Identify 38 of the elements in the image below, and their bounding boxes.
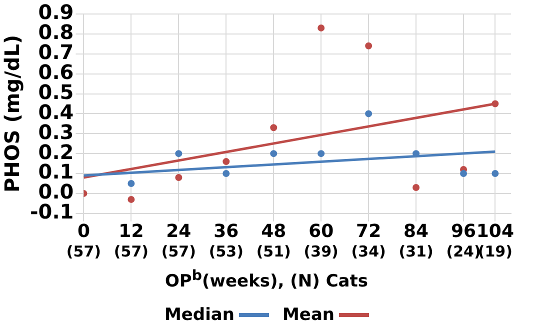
point [270,150,278,158]
point [222,158,230,166]
x-tick-label: 72 [356,220,382,242]
text: (31) [398,242,434,260]
x-tick-label: 96 [450,220,476,242]
point [222,170,230,178]
point [412,184,420,191]
text: (39) [304,242,338,260]
point [318,24,325,32]
y-axis-title: PHOS (mg/dL) [0,34,24,192]
point [175,174,182,182]
point [175,150,182,158]
text: (34) [351,242,386,260]
point [128,196,135,203]
point [365,110,372,118]
x-axis-title: OP$^{b}$(weeks), (N) Cats [164,268,370,292]
x-tick-label: 104 [476,220,514,242]
text: (51) [256,242,291,260]
legend-label: Mean [282,305,335,325]
point [492,170,499,178]
text: (57) [114,242,148,260]
point [492,100,499,108]
x-tick-label: 60 [308,220,334,242]
text: (57) [161,242,196,260]
x-tick-label: 36 [214,220,239,242]
x-tick-label: 84 [404,220,429,242]
point [270,124,278,132]
point [365,42,372,50]
point [318,150,325,158]
x-tick-label: 0 [77,220,90,242]
text: (53) [208,242,244,260]
text: (57) [66,242,102,260]
x-tick-label: 24 [166,220,192,242]
point [460,170,468,178]
x-tick-label: 12 [118,220,144,242]
legend-label: Median [164,305,234,325]
x-tick-label: 48 [261,220,286,242]
point [128,180,135,187]
